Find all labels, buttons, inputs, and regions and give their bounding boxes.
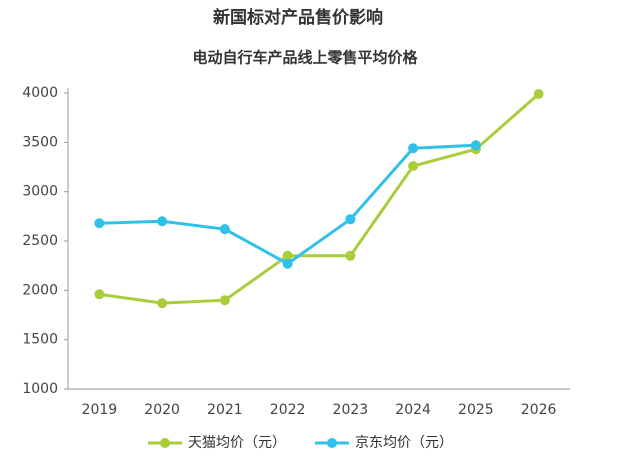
y-tick-label: 1000 <box>22 381 58 397</box>
data-point <box>282 250 293 261</box>
x-tick-label: 2024 <box>395 402 431 418</box>
y-tick-label: 2500 <box>22 233 58 249</box>
legend-label: 京东均价（元） <box>355 435 453 451</box>
x-tick-label: 2019 <box>82 402 118 418</box>
y-tick-label: 3000 <box>22 184 58 200</box>
data-point <box>345 250 356 261</box>
legend-marker <box>327 438 337 448</box>
data-point <box>94 289 105 300</box>
data-point <box>219 295 230 306</box>
x-tick-label: 2026 <box>521 402 557 418</box>
y-tick-label: 2000 <box>22 282 58 298</box>
chart-subtitle: 电动自行车产品线上零售平均价格 <box>192 49 418 67</box>
legend-marker <box>160 438 170 448</box>
legend-label: 天猫均价（元） <box>188 435 286 451</box>
y-tick-label: 3500 <box>22 134 58 150</box>
x-tick-label: 2021 <box>207 402 243 418</box>
data-point <box>219 224 230 235</box>
data-point <box>94 218 105 229</box>
x-tick-label: 2020 <box>144 402 180 418</box>
x-tick-label: 2023 <box>333 402 369 418</box>
data-point <box>470 140 481 151</box>
y-tick-label: 4000 <box>22 85 58 101</box>
x-tick-label: 2025 <box>458 402 494 418</box>
data-point <box>408 161 419 172</box>
y-tick-label: 1500 <box>22 332 58 348</box>
data-point <box>157 298 168 309</box>
x-tick-label: 2022 <box>270 402 306 418</box>
data-point <box>157 216 168 227</box>
data-point <box>282 258 293 269</box>
data-point <box>345 214 356 225</box>
series-line <box>99 92 540 305</box>
data-point <box>408 143 419 154</box>
data-point <box>533 88 544 99</box>
chart-title: 新国标对产品售价影响 <box>213 7 383 28</box>
